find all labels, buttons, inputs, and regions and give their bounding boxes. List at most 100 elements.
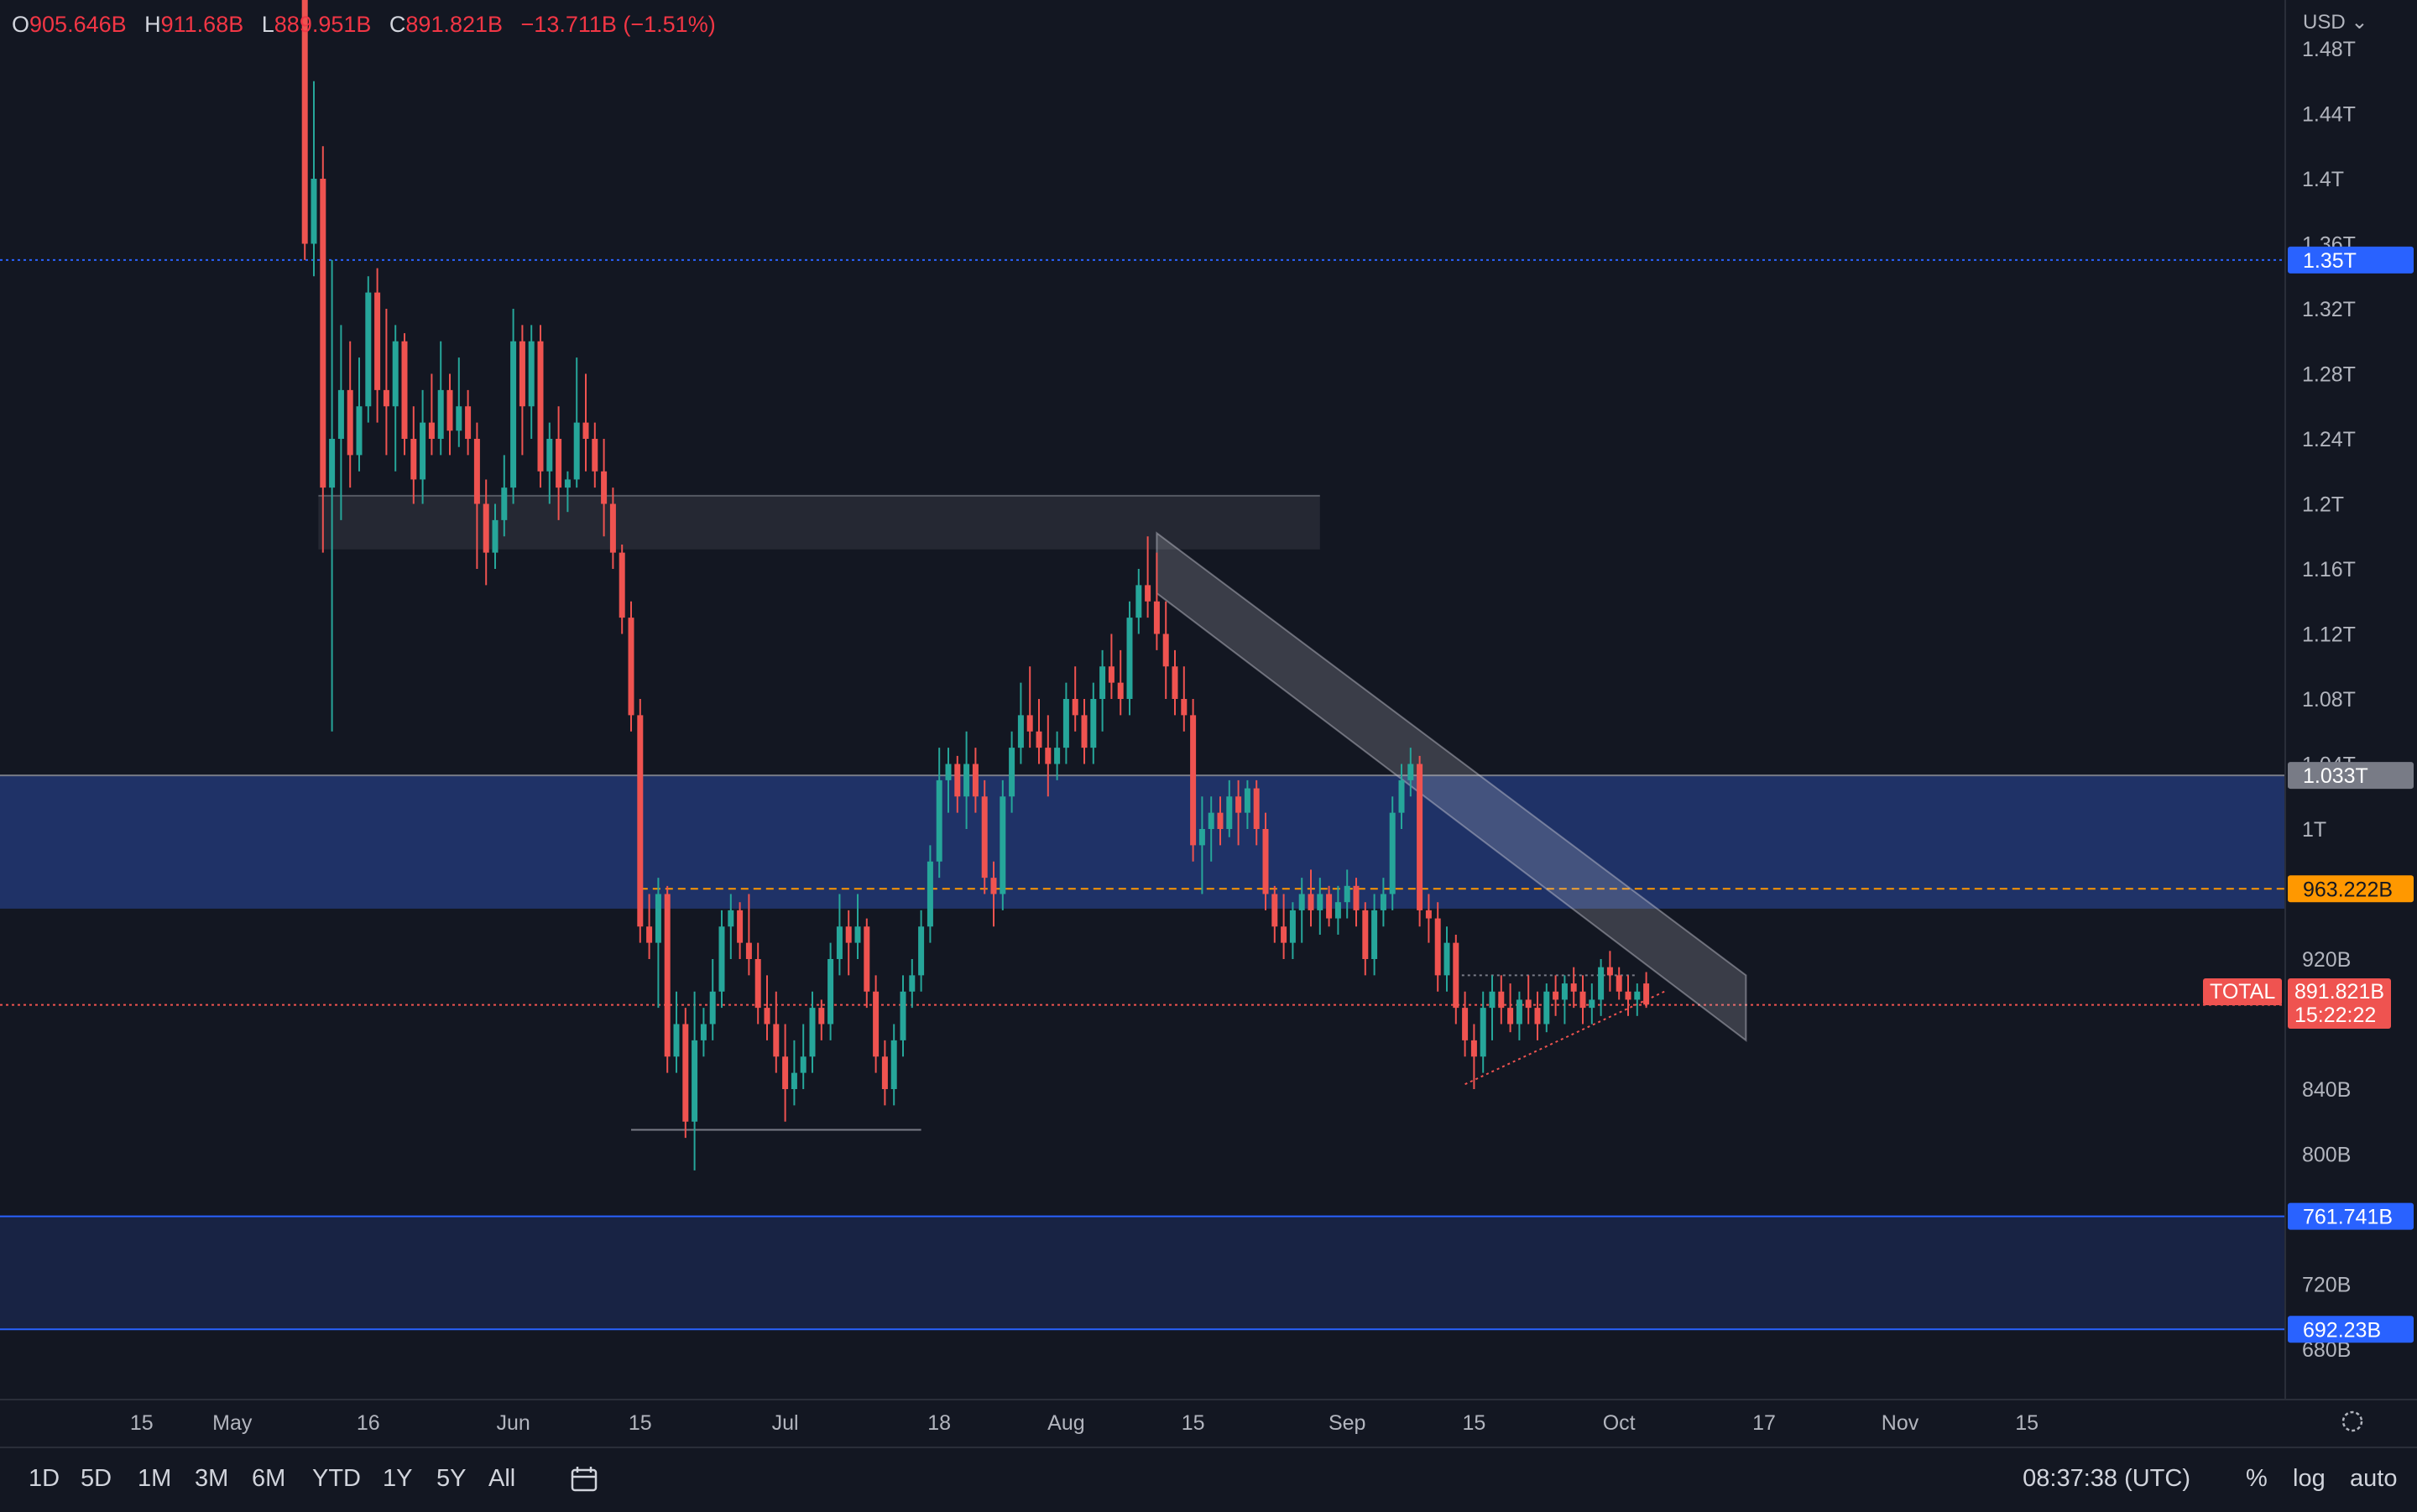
auto-toggle[interactable]: auto (2350, 1465, 2398, 1492)
close-label: C (389, 12, 406, 37)
candle-body (582, 422, 589, 439)
price-tag-label: 692.23B (2303, 1318, 2381, 1342)
candle-body (1389, 812, 1396, 894)
zone-rect (318, 495, 1320, 550)
price-tag-label: 1.033T (2303, 764, 2368, 788)
percent-toggle[interactable]: % (2246, 1465, 2268, 1492)
candle-body (954, 764, 961, 797)
candle-body (628, 618, 634, 716)
date-range-icon[interactable] (567, 1463, 601, 1497)
candle-body (845, 926, 852, 943)
y-tick-label: 920B (2302, 948, 2351, 972)
candle-body (1470, 1040, 1477, 1057)
time-axis[interactable] (0, 1400, 2417, 1447)
candle-body (800, 1056, 807, 1073)
candle-body (718, 926, 725, 992)
candle-body (818, 1008, 825, 1025)
candle-body (1045, 748, 1052, 764)
candle-body (881, 1056, 888, 1089)
zone-rect (0, 775, 2285, 909)
candle-body (791, 1072, 797, 1089)
candle-body (692, 1040, 698, 1122)
last-price-tag: 891.821B 15:22:22 (2288, 978, 2392, 1029)
price-tag-label: 963.222B (2303, 878, 2393, 901)
candle-body (456, 406, 462, 431)
candle-body (918, 926, 925, 976)
tf-3m[interactable]: 3M (195, 1465, 229, 1492)
candle-body (1072, 699, 1078, 716)
candle-body (646, 926, 653, 943)
candle-body (927, 861, 933, 927)
candle-body (428, 422, 435, 439)
x-tick-label: 17 (1752, 1411, 1776, 1435)
candle-body (1462, 1008, 1469, 1040)
candle-body (1417, 764, 1423, 910)
candle-body (1135, 585, 1142, 618)
tf-1d[interactable]: 1D (29, 1465, 60, 1492)
candle-body (745, 942, 752, 959)
tf-1m[interactable]: 1M (138, 1465, 172, 1492)
candle-body (1371, 910, 1378, 959)
candle-body (446, 389, 453, 431)
candle-body (1244, 788, 1250, 813)
tf-5d[interactable]: 5D (81, 1465, 112, 1492)
candle-body (990, 878, 997, 894)
candle-body (890, 1040, 897, 1089)
ohlc-legend: O905.646B H911.68B L889.951B C891.821B −… (12, 12, 728, 38)
candle-body (1235, 796, 1242, 813)
x-tick-label: Jul (772, 1411, 799, 1435)
candle-body (320, 179, 326, 488)
candle-body (1589, 999, 1595, 1009)
x-tick-label: May (212, 1411, 253, 1435)
candle-body (619, 552, 625, 618)
high-label: H (144, 12, 161, 37)
currency-selector[interactable]: USD ⌄ (2303, 10, 2367, 34)
bottom-toolbar: 1D 5D 1M 3M 6M YTD 1Y 5Y All 08:37:38 (U… (0, 1447, 2417, 1512)
tf-1y[interactable]: 1Y (383, 1465, 413, 1492)
candle-body (564, 479, 571, 488)
y-tick-label: 1.08T (2302, 688, 2356, 712)
candle-body (1289, 910, 1296, 943)
candle-body (1317, 894, 1323, 910)
open-value: 905.646B (29, 12, 127, 37)
candle-body (609, 503, 616, 553)
symbol-tag: TOTAL (2203, 978, 2283, 1005)
tf-all[interactable]: All (488, 1465, 516, 1492)
candle-body (1308, 894, 1314, 910)
candle-body (1262, 829, 1269, 894)
candle-body (682, 1024, 689, 1122)
candle-body (972, 764, 979, 797)
candle-body (1344, 885, 1350, 903)
candle-body (465, 406, 472, 439)
x-tick-label: 15 (629, 1411, 652, 1435)
candle-body (601, 471, 608, 504)
x-tick-label: Aug (1047, 1411, 1084, 1435)
tf-6m[interactable]: 6M (252, 1465, 286, 1492)
candle-body (347, 389, 353, 456)
tf-5y[interactable]: 5Y (436, 1465, 467, 1492)
candle-body (392, 341, 399, 407)
candle-body (1625, 991, 1631, 1000)
candle-body (1198, 829, 1205, 846)
candle-body (809, 1008, 816, 1057)
candle-body (528, 341, 535, 407)
tf-ytd[interactable]: YTD (312, 1465, 361, 1492)
candle-body (936, 779, 942, 862)
candle-body (1498, 991, 1505, 1009)
candle-body (1181, 699, 1188, 716)
candle-body (836, 926, 843, 959)
close-value: 891.821B (405, 12, 504, 37)
candle-body (1226, 796, 1233, 829)
y-tick-label: 1.28T (2302, 363, 2356, 387)
candle-body (1489, 991, 1496, 1009)
countdown-value: 15:22:22 (2294, 1004, 2377, 1027)
utc-clock[interactable]: 08:37:38 (UTC) (2023, 1465, 2190, 1492)
candle-body (1643, 983, 1650, 1005)
candle-body (1172, 666, 1178, 699)
candle-body (1000, 796, 1006, 894)
log-toggle[interactable]: log (2293, 1465, 2326, 1492)
candle-body (664, 894, 671, 1057)
y-tick-label: 1.12T (2302, 623, 2356, 647)
settings-icon[interactable] (2341, 1410, 2363, 1432)
